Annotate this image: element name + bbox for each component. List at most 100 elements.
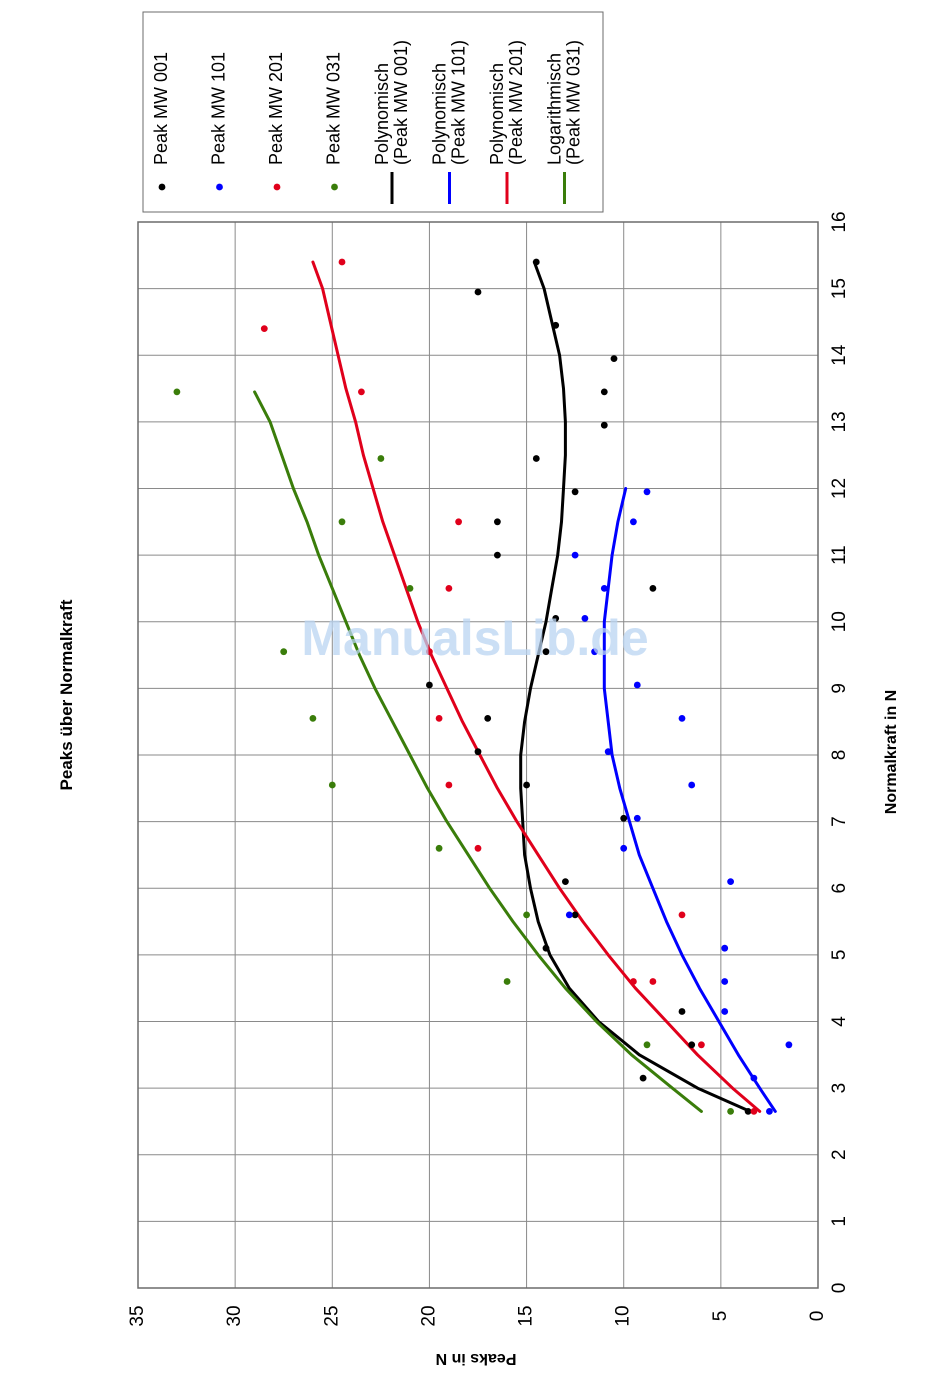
data-point [474, 844, 482, 852]
legend-label: Peak MW 101 [208, 52, 228, 165]
data-point [532, 258, 540, 266]
data-point [571, 911, 579, 919]
x-tick-label: 0 [829, 1283, 850, 1294]
trendline-000000 [519, 260, 752, 1113]
legend-label: Polynomisch [429, 63, 449, 165]
plot-frame [137, 221, 819, 1289]
y-tick-label: 30 [224, 1305, 245, 1326]
data-points [173, 258, 793, 1115]
data-point [358, 388, 365, 396]
legend-label: Peak MW 001 [151, 52, 171, 165]
data-point [552, 615, 560, 622]
data-point [542, 944, 550, 952]
plot-border [137, 221, 819, 1289]
trendline-3a7d0a [253, 390, 703, 1113]
data-point [600, 388, 608, 396]
x-tick-label: 7 [829, 816, 850, 827]
data-point [494, 518, 501, 526]
data-point [727, 1108, 734, 1115]
x-tick-label: 8 [829, 750, 850, 761]
data-point [649, 585, 657, 592]
data-point [620, 814, 628, 822]
y-tick-label: 10 [613, 1305, 634, 1326]
data-point [474, 288, 482, 296]
data-point [678, 1008, 686, 1015]
x-tick-label: 4 [829, 1016, 850, 1027]
data-point [309, 715, 317, 722]
data-point [688, 1041, 696, 1049]
data-point [600, 585, 608, 592]
x-tick-label: 15 [829, 278, 850, 299]
data-point [750, 1108, 758, 1115]
x-tick-label: 3 [829, 1083, 850, 1094]
watermark-text: ManualsLib.de [301, 610, 648, 666]
y-tick-label: 0 [807, 1311, 828, 1322]
data-point [435, 715, 443, 722]
x-tick-label: 12 [829, 478, 850, 499]
data-point [630, 978, 637, 985]
legend-marker [216, 183, 223, 191]
data-point [698, 1041, 705, 1049]
x-tick-label: 6 [829, 883, 850, 894]
trendlines [253, 260, 777, 1113]
data-point [610, 355, 618, 362]
data-point [633, 814, 641, 822]
data-point [455, 518, 462, 526]
data-point [173, 388, 181, 396]
data-point [750, 1074, 758, 1082]
data-point [377, 455, 385, 462]
legend-marker [331, 183, 338, 191]
legend-label: Polynomisch [372, 63, 392, 165]
data-point [620, 844, 628, 852]
legend: Peak MW 001 Peak MW 101 Peak MW 201 Peak MW… [142, 11, 604, 213]
data-point [721, 944, 729, 952]
legend-label: Logarithmisch [544, 53, 564, 165]
data-point [727, 878, 734, 885]
x-tick-label: 11 [829, 545, 850, 565]
data-point [721, 1008, 729, 1015]
data-point [474, 748, 482, 756]
data-point [785, 1041, 793, 1049]
x-tick-label: 5 [829, 950, 850, 961]
data-point [604, 748, 612, 756]
data-point [445, 781, 453, 789]
data-point [562, 878, 569, 885]
data-point [688, 781, 696, 789]
data-point [591, 648, 598, 656]
data-point [338, 258, 346, 266]
y-tick-label: 25 [321, 1305, 342, 1326]
data-point [280, 648, 288, 656]
data-point [406, 585, 414, 592]
data-point [503, 978, 511, 985]
data-point [633, 681, 641, 689]
data-point [643, 1041, 651, 1049]
legend-label: Polynomisch [487, 63, 507, 165]
data-point [542, 648, 550, 656]
data-point [484, 715, 492, 722]
y-tick-label: 5 [710, 1311, 731, 1322]
y-tick-label: 35 [127, 1305, 148, 1326]
data-point [435, 844, 443, 852]
x-axis-label: Normalkraft in N [883, 690, 900, 814]
data-point [630, 518, 637, 526]
x-tick-label: 9 [829, 683, 850, 694]
data-point [744, 1108, 752, 1115]
data-point [581, 615, 589, 622]
chart-title: Peaks über Normalkraft [57, 599, 76, 790]
data-point [565, 911, 573, 919]
data-point [532, 455, 540, 462]
x-tick-label: 13 [829, 411, 850, 432]
legend-label: Peak MW 031 [323, 52, 343, 165]
legend-marker [273, 183, 281, 191]
legend-label-sub: (Peak MW 031) [563, 40, 583, 165]
legend-marker [158, 183, 166, 191]
trendline-0000ff [602, 487, 777, 1113]
data-point [571, 488, 579, 496]
legend-label-sub: (Peak MW 001) [391, 40, 411, 165]
legend-label: Peak MW 201 [266, 52, 286, 165]
data-point [571, 551, 579, 559]
x-tick-label: 10 [829, 611, 850, 632]
y-tick-label: 15 [516, 1305, 537, 1326]
data-point [649, 978, 657, 985]
